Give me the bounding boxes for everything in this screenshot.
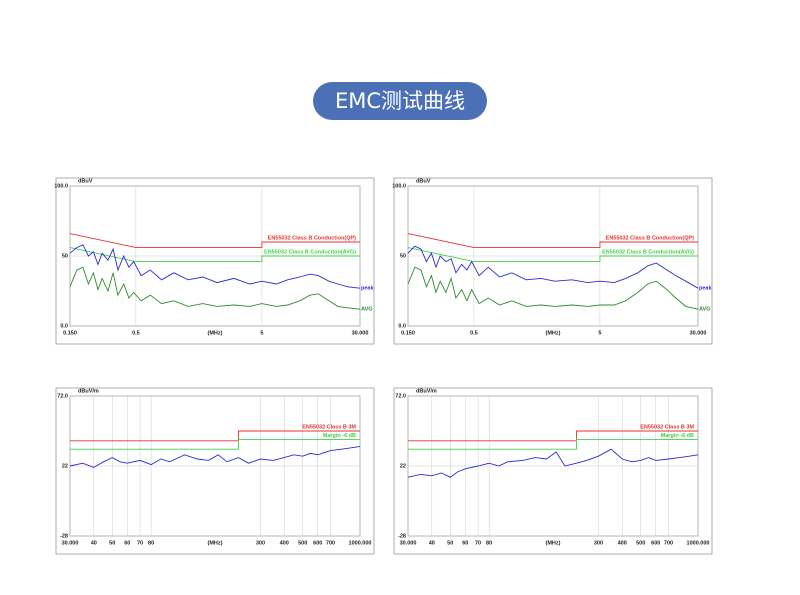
chart: -28 22 72.0 30.000 40 50 60 70 80 300 400 500 600 700… [393,387,713,555]
x-tick-label: 30.000 [62,540,79,546]
page-title: EMC测试曲线 [313,82,487,120]
x-tick-label: 80 [486,540,492,546]
x-tick-label: 40 [429,540,435,546]
y-axis-label: dBuV [78,178,93,184]
y-axis-label: dBuV/m [416,388,437,394]
x-tick-label: 300 [256,540,265,546]
y-tick-label: 50 [400,253,406,259]
series-line [408,438,698,450]
series-line [407,245,699,289]
y-tick-label: 72.0 [395,393,406,399]
x-tick-label: 0.150 [401,330,415,336]
y-tick-label: 50 [62,253,68,259]
x-tick-label: 70 [137,540,143,546]
chart: 0.0 50 100.0 0.150 0.5 5 30.000 dBuV (MHz) EN5503… [54,177,374,345]
x-tick-label: 30.000 [352,330,369,336]
series-line [69,266,361,310]
x-axis-label: (MHz) [546,330,561,336]
series-line [408,430,698,442]
x-tick-label: 600 [313,540,322,546]
y-tick-label: 22 [62,463,68,469]
x-tick-label: 1000.000 [687,540,710,546]
chart: -28 22 72.0 30.000 40 50 60 70 80 300 400 500 600 700… [55,387,375,555]
y-tick-label: 0.0 [60,323,68,329]
series-label: Margin -6 dB [323,433,356,439]
y-tick-label: 22 [400,463,406,469]
y-tick-label: 72.0 [57,393,68,399]
y-axis-label: dBuV [416,178,431,184]
x-tick-label: 500 [298,540,307,546]
series-line [407,247,698,263]
series-line [69,445,361,468]
chart: 0.0 50 100.0 0.150 0.5 5 30.000 dBuV (MHz) EN5503… [392,177,712,345]
x-tick-label: 700 [664,540,673,546]
series-line [70,438,360,450]
x-tick-label: 500 [636,540,645,546]
series-label: Margin -6 dB [661,433,694,439]
series-label: AVG [699,307,711,313]
x-tick-label: 30.000 [400,540,417,546]
series-line [407,448,699,478]
series-label: EN55032 Class B 3M [302,424,356,430]
x-tick-label: 80 [148,540,154,546]
x-tick-label: 30.000 [690,330,707,336]
series-label: EN55032 Class B Conduction(QP) [268,235,356,241]
series-line [69,247,360,263]
y-tick-label: -28 [398,533,406,539]
x-axis-label: (MHz) [546,540,561,546]
x-tick-label: 1000.000 [349,540,372,546]
series-label: EN55032 Class B Conduction(AVG) [264,249,356,255]
series-label: peak [361,286,374,292]
x-tick-label: 60 [124,540,130,546]
series-line [70,430,360,442]
series-label: EN55032 Class B Conduction(AVG) [602,249,694,255]
y-tick-label: -28 [60,533,68,539]
series-line [407,266,699,310]
x-axis-label: (MHz) [208,330,223,336]
x-tick-label: 600 [651,540,660,546]
x-tick-label: 0.5 [132,330,140,336]
series-label: EN55032 Class B Conduction(QP) [606,235,694,241]
x-tick-label: 50 [447,540,453,546]
y-tick-label: 100.0 [392,183,406,189]
x-tick-label: 5 [598,330,601,336]
series-line [407,233,698,249]
series-line [69,244,361,289]
series-line [69,233,360,249]
x-tick-label: 50 [109,540,115,546]
y-tick-label: 0.0 [398,323,406,329]
x-tick-label: 0.150 [63,330,77,336]
x-tick-label: 0.5 [470,330,478,336]
y-axis-label: dBuV/m [78,388,99,394]
x-tick-label: 60 [462,540,468,546]
y-tick-label: 100.0 [54,183,68,189]
x-tick-label: 70 [475,540,481,546]
series-label: peak [699,286,712,292]
x-tick-label: 700 [326,540,335,546]
x-tick-label: 300 [594,540,603,546]
x-axis-label: (MHz) [208,540,223,546]
x-tick-label: 5 [260,330,263,336]
series-label: AVG [361,307,373,313]
x-tick-label: 400 [618,540,627,546]
x-tick-label: 400 [280,540,289,546]
x-tick-label: 40 [91,540,97,546]
series-label: EN55032 Class B 3M [640,424,694,430]
